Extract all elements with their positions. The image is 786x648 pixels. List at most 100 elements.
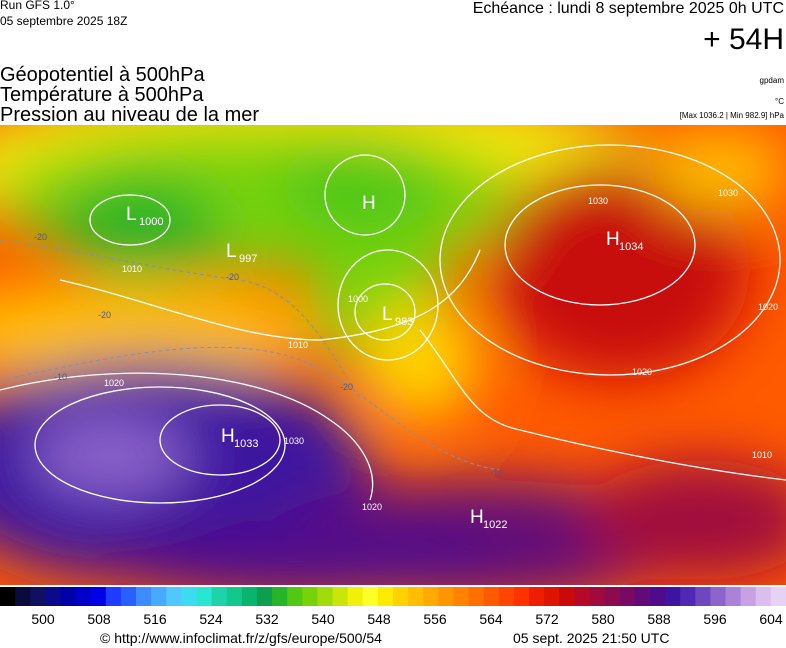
isobar-label: 1010 (288, 340, 308, 350)
center-pressure: 1033 (234, 438, 258, 450)
colorbar-cell (498, 587, 515, 606)
colorbar-tick-label: 596 (703, 611, 727, 627)
colorbar-cell (362, 587, 379, 606)
colorbar-tick-label: 556 (423, 611, 447, 627)
center-kind: L (226, 241, 237, 262)
colorbar-cell (15, 587, 31, 606)
source: © http://www.infoclimat.fr/z/gfs/europe/… (100, 630, 382, 646)
field-name: Géopotentiel à 500hPa (0, 64, 205, 86)
isobar-label: 1030 (718, 188, 738, 198)
colorbar-cell (377, 587, 394, 606)
valid-time: Echéance : lundi 8 septembre 2025 0h UTC (473, 0, 784, 17)
colorbar-cell (604, 587, 621, 606)
colorbar-cell (0, 587, 16, 606)
colorbar-cell (30, 587, 46, 606)
isobar-label: 1020 (104, 378, 124, 388)
center-kind: H (221, 426, 235, 447)
temperature-label: -20 (340, 382, 353, 392)
colorbar-cell (453, 587, 470, 606)
colorbar-cell (75, 587, 92, 606)
isobars (0, 144, 786, 504)
temperature-label: -20 (226, 272, 239, 282)
temperature-label: -10 (490, 468, 503, 478)
colorbar-cell (151, 587, 167, 606)
temperature-label: -20 (34, 232, 47, 242)
isobar-label: 1030 (284, 436, 304, 446)
colorbar-cell (483, 587, 500, 606)
colorbar-cell (166, 587, 182, 606)
colorbar-cell (332, 587, 349, 606)
colorbar-cell (287, 587, 303, 606)
colorbar-tick-label: 548 (367, 611, 391, 627)
colorbar-cell (272, 587, 288, 606)
colorbar-cell (740, 587, 757, 606)
colorbar-tick-label: 580 (591, 611, 615, 627)
isobar-label: 1030 (588, 196, 608, 206)
colorbar-tick-label: 532 (255, 611, 279, 627)
colorbar-cell (211, 587, 228, 606)
center-pressure: 1000 (139, 216, 163, 228)
colorbar-cell (544, 587, 560, 606)
colorbar-cell (649, 587, 666, 606)
center-pressure: 997 (239, 253, 257, 265)
colorbar-cell (136, 587, 152, 606)
colorbar-cell (120, 587, 137, 606)
colorbar-cell (438, 587, 454, 606)
colorbar-cell (241, 587, 258, 606)
isobar-label: 1020 (362, 502, 382, 512)
run: Run GFS 1.0° (0, 0, 75, 12)
colorbar-cell (710, 587, 727, 606)
center-kind: H (470, 507, 484, 528)
colorbar-cell (680, 587, 696, 606)
center-pressure: 1022 (483, 519, 507, 531)
field-name: Pression au niveau de la mer (0, 104, 259, 126)
colorbar-cell (574, 587, 590, 606)
isobar-label: 1010 (752, 450, 772, 460)
center-pressure: 983 (395, 316, 413, 328)
colorbar-cell (559, 587, 575, 606)
colorbar-tick-label: 588 (647, 611, 671, 627)
colorbar-cell (408, 587, 424, 606)
colorbar-cell (529, 587, 545, 606)
colorbar-cell (302, 587, 318, 606)
center-kind: L (126, 204, 137, 225)
colorbar-cell (256, 587, 273, 606)
colorbar-cell (755, 587, 772, 606)
colorbar-cell (90, 587, 107, 606)
colorbar-cell (770, 587, 786, 606)
center-kind: H (606, 229, 620, 250)
colorbar-tick-label: 516 (143, 611, 167, 627)
colorbar-cell (665, 587, 681, 606)
colorbar-cell (725, 587, 742, 606)
isobar-label: 1020 (632, 367, 652, 377)
colorbar-cell (423, 587, 439, 606)
colorbar-cell (317, 587, 334, 606)
colorbar-cell (619, 587, 636, 606)
center-kind: L (382, 304, 393, 325)
map-field (0, 125, 786, 585)
isobar-label: 1000 (348, 294, 368, 304)
colorbar-cell (181, 587, 197, 606)
colorbar-tick-label: 564 (479, 611, 503, 627)
isobar-label: 1020 (758, 302, 778, 312)
center-kind: H (362, 193, 376, 214)
colorbar-cell (60, 587, 77, 606)
unit: gpdam (760, 76, 785, 85)
colorbar-cell (347, 587, 364, 606)
colorbar-cell (226, 587, 243, 606)
colorbar-cell (589, 587, 606, 606)
temperature-label: -20 (98, 310, 111, 320)
field-name: Température à 500hPa (0, 84, 204, 106)
colorbar-cell (393, 587, 409, 606)
colorbar-tick-label: 572 (535, 611, 559, 627)
colorbar-cell (105, 587, 122, 606)
colorbar-tick-label: 524 (199, 611, 223, 627)
isobar-label: 1010 (122, 264, 142, 274)
isotherms (0, 239, 501, 471)
colorbar-tick-label: 508 (87, 611, 111, 627)
colorbar-cell (196, 587, 213, 606)
colorbar-tick-label: 604 (759, 611, 783, 627)
center-pressure: 1034 (619, 241, 643, 253)
run-date: 05 septembre 2025 18Z (0, 14, 127, 28)
